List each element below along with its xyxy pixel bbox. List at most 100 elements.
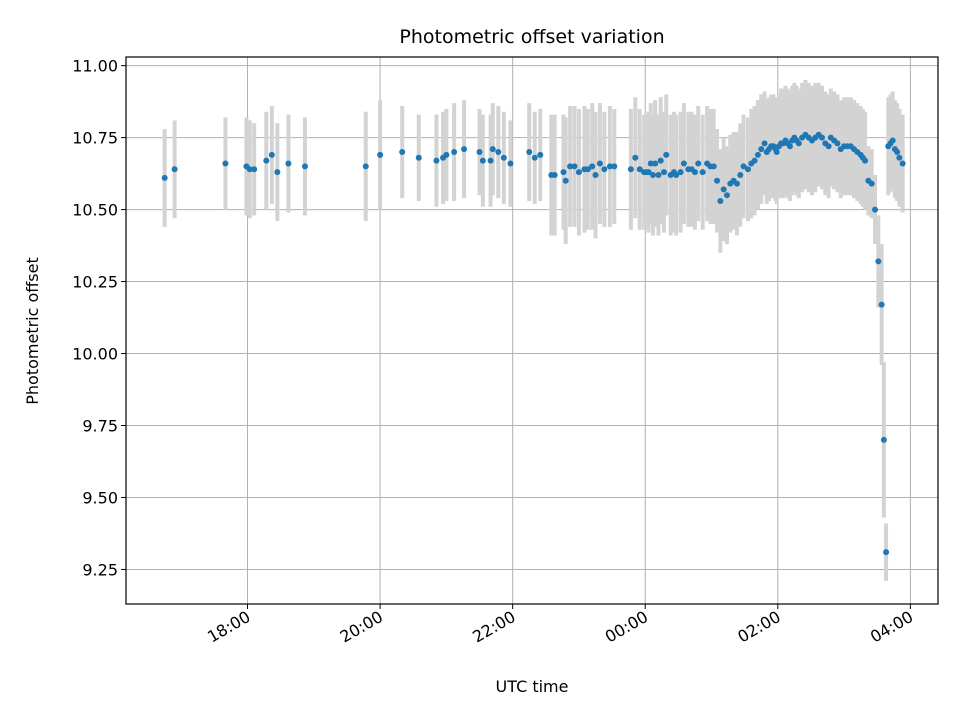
- data-point: [531, 154, 538, 161]
- data-point: [723, 192, 730, 199]
- data-point: [795, 140, 802, 147]
- data-point: [274, 169, 281, 176]
- y-tick-label: 10.25: [72, 273, 118, 292]
- y-tick-label: 9.75: [82, 417, 118, 436]
- data-point: [263, 157, 270, 164]
- data-point: [663, 151, 670, 158]
- data-point: [611, 163, 618, 170]
- data-point: [889, 137, 896, 144]
- y-tick-label: 9.50: [82, 488, 118, 507]
- data-point: [362, 163, 369, 170]
- chart-title: Photometric offset variation: [399, 26, 664, 48]
- y-tick-label: 9.25: [82, 560, 118, 579]
- data-point: [562, 177, 569, 184]
- data-point: [733, 180, 740, 187]
- data-point: [744, 166, 751, 173]
- data-point: [872, 206, 879, 213]
- data-point: [537, 151, 544, 158]
- data-point: [720, 186, 727, 193]
- data-point: [649, 172, 656, 179]
- data-point: [551, 172, 558, 179]
- data-point: [699, 169, 706, 176]
- data-point: [758, 146, 765, 153]
- data-point: [571, 163, 578, 170]
- data-point: [761, 140, 768, 147]
- data-point: [560, 169, 567, 176]
- data-point: [589, 163, 596, 170]
- data-point: [584, 166, 591, 173]
- data-point: [487, 157, 494, 164]
- data-point: [673, 172, 680, 179]
- data-point: [680, 160, 687, 167]
- y-tick-label: 10.00: [72, 345, 118, 364]
- data-point: [751, 157, 758, 164]
- data-point: [246, 166, 253, 173]
- data-point: [868, 180, 875, 187]
- data-point: [655, 172, 662, 179]
- data-point: [526, 149, 533, 156]
- data-point: [894, 149, 901, 156]
- data-point: [899, 160, 906, 167]
- data-point: [773, 149, 780, 156]
- data-point: [880, 436, 887, 443]
- data-point: [461, 146, 468, 153]
- data-point: [161, 174, 168, 181]
- data-point: [786, 143, 793, 150]
- data-point: [825, 143, 832, 150]
- data-point: [717, 197, 724, 204]
- data-point: [495, 149, 502, 156]
- data-point: [657, 157, 664, 164]
- data-point: [695, 160, 702, 167]
- data-point: [476, 149, 483, 156]
- data-point: [567, 163, 574, 170]
- data-point: [691, 169, 698, 176]
- data-point: [285, 160, 292, 167]
- data-point: [507, 160, 514, 167]
- data-point: [677, 169, 684, 176]
- y-tick-label: 10.50: [72, 201, 118, 220]
- y-tick-label: 11.00: [72, 57, 118, 76]
- data-point: [647, 160, 654, 167]
- data-point: [754, 151, 761, 158]
- data-point: [627, 166, 634, 173]
- x-axis-title: UTC time: [496, 677, 569, 696]
- data-point: [878, 301, 885, 308]
- data-point: [596, 160, 603, 167]
- data-point: [632, 154, 639, 161]
- data-point: [636, 166, 643, 173]
- data-point: [301, 163, 308, 170]
- data-point: [601, 166, 608, 173]
- data-point: [415, 154, 422, 161]
- data-point: [575, 169, 582, 176]
- data-point: [652, 160, 659, 167]
- data-point: [606, 163, 613, 170]
- data-point: [710, 163, 717, 170]
- data-point: [489, 146, 496, 153]
- data-point: [399, 149, 406, 156]
- y-axis-ticks: 11.00 10.75 10.50 10.25 10.00 9.75 9.50 9.25: [72, 57, 126, 579]
- data-point: [661, 169, 668, 176]
- data-point: [171, 166, 178, 173]
- data-point: [433, 157, 440, 164]
- data-point: [268, 151, 275, 158]
- y-tick-label: 10.75: [72, 129, 118, 148]
- data-point: [875, 258, 882, 265]
- data-point: [645, 169, 652, 176]
- data-point: [377, 151, 384, 158]
- data-point: [222, 160, 229, 167]
- data-point: [479, 157, 486, 164]
- data-point: [819, 134, 825, 141]
- data-point: [500, 154, 507, 161]
- data-points: [161, 131, 906, 556]
- data-point: [592, 172, 599, 179]
- data-point: [834, 140, 841, 147]
- data-point: [251, 166, 258, 173]
- data-point: [862, 157, 869, 164]
- y-axis-title: Photometric offset: [23, 257, 42, 405]
- data-point: [896, 154, 903, 161]
- data-point: [883, 549, 890, 556]
- data-point: [714, 177, 721, 184]
- data-point: [737, 172, 744, 179]
- data-point: [740, 163, 747, 170]
